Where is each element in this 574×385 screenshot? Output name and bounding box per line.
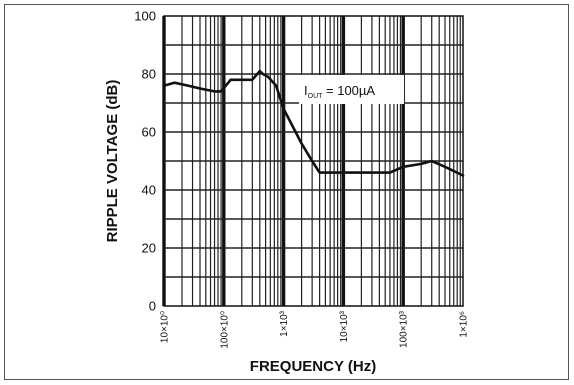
svg-text:IOUT = 100µA: IOUT = 100µA xyxy=(304,83,375,100)
x-tick-label: 100×10⁰ xyxy=(219,311,230,349)
grid-major xyxy=(162,16,463,306)
y-tick-label: 40 xyxy=(142,183,156,198)
plot-border xyxy=(163,15,464,307)
x-tick-label: 1×10⁶ xyxy=(459,311,470,338)
y-tick-label: 100 xyxy=(134,9,156,24)
x-axis-ticks: 10×10⁰ 100×10⁰ 1×10³ 10×10³ 100×10³ 1×10⁶ xyxy=(160,310,470,348)
y-axis-ticks: 0 20 40 60 80 100 xyxy=(134,9,156,314)
y-tick-label: 0 xyxy=(149,299,156,314)
x-tick-label: 10×10⁰ xyxy=(160,311,171,343)
x-axis-title: FREQUENCY (Hz) xyxy=(250,358,376,375)
x-tick-label: 100×10³ xyxy=(399,310,410,348)
annotation-main: I xyxy=(304,83,308,98)
annotation-rest: = 100µA xyxy=(322,83,375,98)
x-tick-label: 1×10³ xyxy=(279,310,290,337)
series-line xyxy=(162,69,465,177)
annotation: IOUT = 100µA xyxy=(299,75,404,104)
y-tick-label: 20 xyxy=(142,241,156,256)
y-tick-label: 80 xyxy=(142,67,156,82)
figure-frame: 0 20 40 60 80 100 10×10⁰ 100×10⁰ 1×10³ 10×10³ 100… xyxy=(4,4,569,380)
chart-svg: 0 20 40 60 80 100 10×10⁰ 100×10⁰ 1×10³ 10×10³ 100… xyxy=(104,9,470,376)
x-tick-label: 10×10³ xyxy=(339,310,350,342)
series-group xyxy=(162,69,465,177)
annotation-subscript: OUT xyxy=(308,93,324,100)
annotation-box xyxy=(299,75,404,104)
y-axis-title: RIPPLE VOLTAGE (dB) xyxy=(104,80,121,243)
y-tick-label: 60 xyxy=(142,125,156,140)
